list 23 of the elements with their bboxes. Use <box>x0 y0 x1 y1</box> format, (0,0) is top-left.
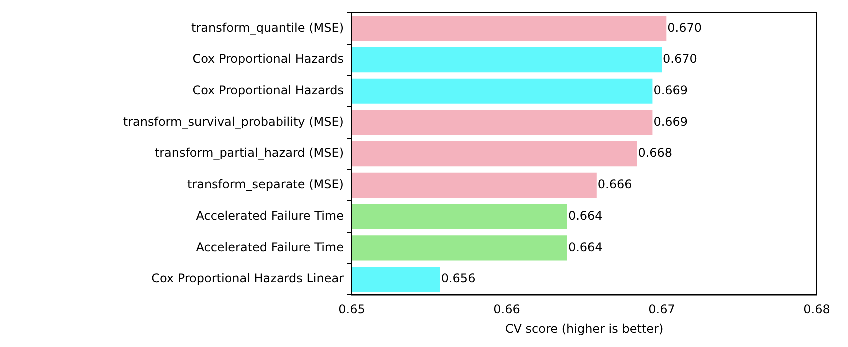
data-label: 0.668 <box>638 146 673 160</box>
x-tick-label: 0.66 <box>494 302 520 317</box>
x-axis-title: CV score (higher is better) <box>505 322 664 336</box>
y-tick-label: Accelerated Failure Time <box>196 208 344 223</box>
data-label: 0.666 <box>598 178 632 192</box>
x-tick-label: 0.67 <box>648 302 676 317</box>
x-tick-label: 0.68 <box>804 302 830 317</box>
y-tick-label: transform_partial_hazard (MSE) <box>154 146 344 160</box>
data-label: 0.670 <box>663 52 698 66</box>
data-label: 0.670 <box>668 20 702 35</box>
y-tick-label: Cox Proportional Hazards <box>192 84 344 98</box>
data-label: 0.669 <box>654 84 688 98</box>
y-tick-label: transform_survival_probability (MSE) <box>123 114 344 129</box>
data-label: 0.664 <box>568 208 603 223</box>
data-label: 0.664 <box>568 240 603 254</box>
y-tick-label: transform_quantile (MSE) <box>192 20 344 35</box>
data-label: 0.656 <box>441 272 476 286</box>
y-tick-label: Cox Proportional Hazards Linear <box>152 272 344 286</box>
data-label: 0.669 <box>654 114 688 129</box>
x-tick-label: 0.65 <box>338 302 366 317</box>
y-tick-label: transform_separate (MSE) <box>187 178 344 192</box>
y-tick-label: Cox Proportional Hazards <box>192 52 344 66</box>
y-tick-label: Accelerated Failure Time <box>196 240 344 254</box>
